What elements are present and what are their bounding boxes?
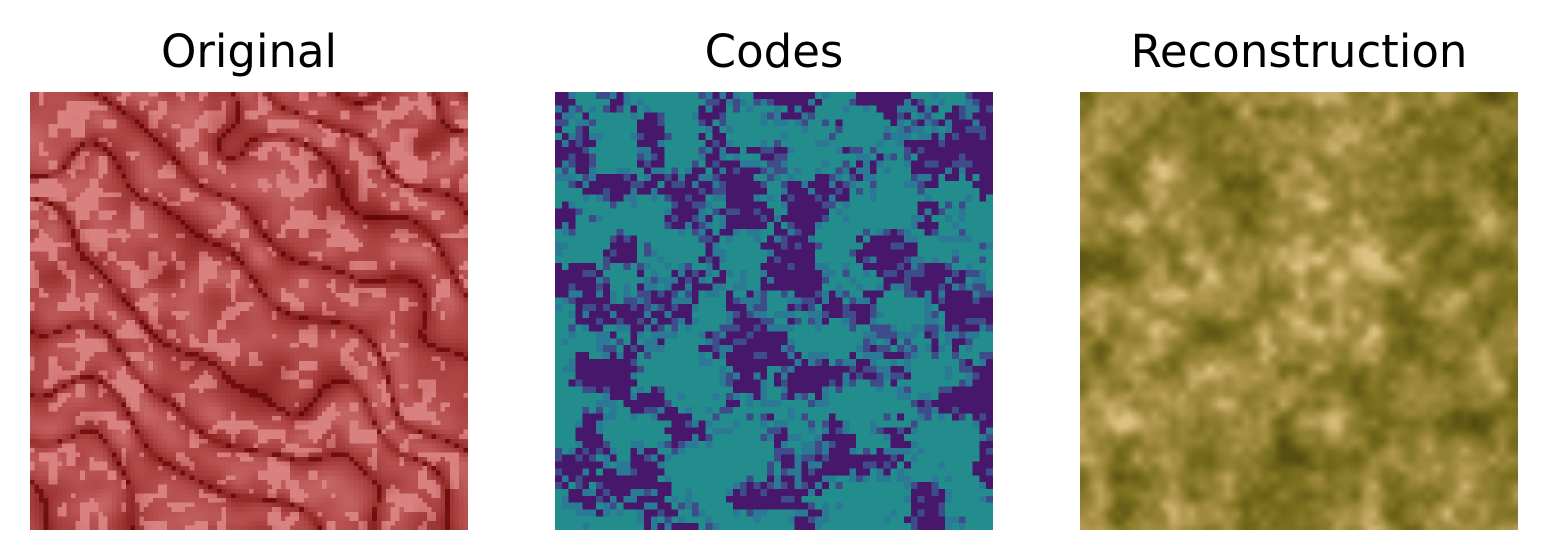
original-image xyxy=(30,92,468,530)
codes-image xyxy=(555,92,993,530)
panel-title-original: Original xyxy=(160,25,338,78)
panel-title-reconstruction: Reconstruction xyxy=(1130,25,1468,78)
panel-title-codes: Codes xyxy=(704,25,844,78)
reconstruction-image xyxy=(1080,92,1518,530)
